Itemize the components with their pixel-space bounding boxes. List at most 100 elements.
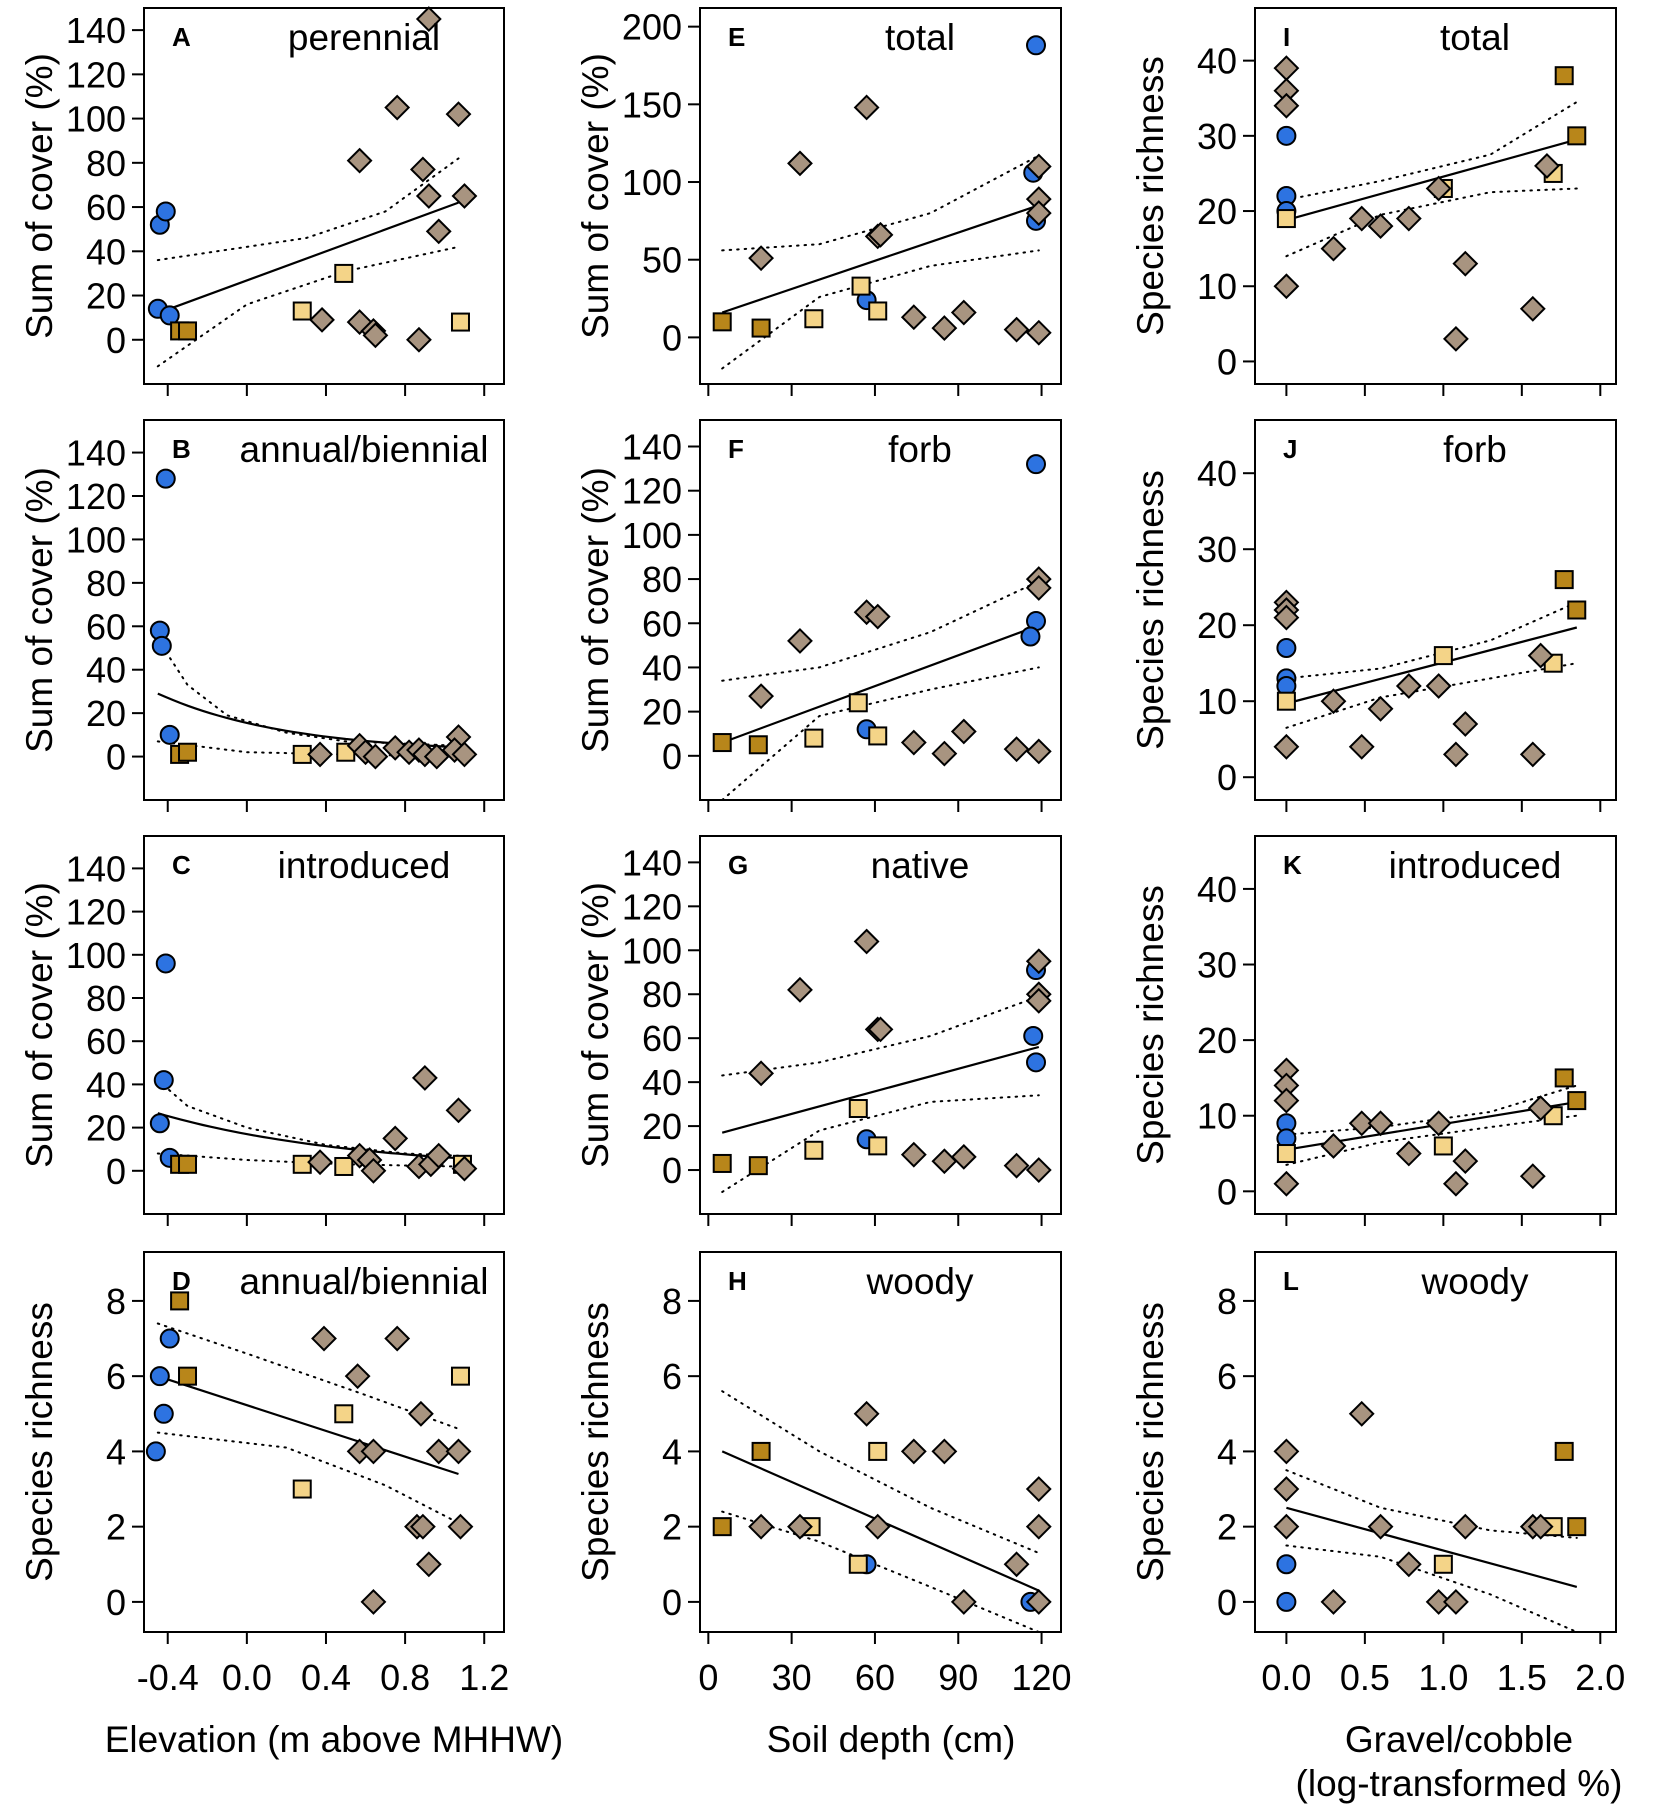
data-point-diamond: [1025, 948, 1052, 975]
data-point-diamond: [1425, 175, 1452, 202]
data-point-circle: [159, 1328, 180, 1349]
data-point-diamond: [787, 150, 813, 177]
y-tick-label: 6: [106, 1356, 126, 1397]
data-point-light-square: [450, 1366, 470, 1386]
data-point-diamond: [1025, 1513, 1052, 1540]
x-tick-label: 30: [772, 1657, 812, 1698]
data-point-diamond: [447, 1513, 474, 1540]
data-point-circle: [1276, 125, 1297, 146]
y-tick-label: 4: [106, 1431, 126, 1472]
panel-letter: H: [728, 1266, 747, 1296]
y-tick-label: 40: [86, 650, 126, 691]
data-point-diamond: [787, 1513, 813, 1540]
data-point-diamond: [1442, 325, 1469, 352]
data-point-diamond: [748, 1513, 775, 1540]
confidence-band-lower: [1285, 1544, 1578, 1633]
data-point-diamond: [1273, 1438, 1300, 1465]
data-point-diamond: [1367, 1110, 1394, 1137]
data-point-dark-square: [1567, 126, 1587, 146]
panel-title: total: [885, 17, 955, 58]
y-tick-label: 10: [1197, 266, 1237, 307]
x-axis-title-gravel-line1: Gravel/cobble: [1345, 1719, 1573, 1760]
data-point-diamond: [360, 1157, 387, 1184]
x-tick-label: 0.8: [380, 1657, 430, 1698]
data-point-circle: [1026, 35, 1047, 56]
data-point-diamond: [867, 221, 894, 248]
data-point-dark-square: [1567, 1091, 1587, 1111]
panel-frame: [1254, 1251, 1617, 1633]
data-point-diamond: [1395, 205, 1422, 232]
fit-line: [721, 204, 1040, 314]
data-point-dark-square: [1554, 1068, 1574, 1088]
data-point-diamond: [1320, 688, 1347, 715]
data-point-diamond: [1452, 711, 1479, 737]
data-point-diamond: [931, 315, 958, 341]
panel-frame: [699, 419, 1062, 801]
x-tick-label: 0.0: [1261, 1657, 1311, 1698]
y-tick-label: 120: [622, 886, 682, 927]
y-tick-label: 60: [86, 606, 126, 647]
data-point-dark-square: [170, 1291, 190, 1311]
data-point-diamond: [1025, 738, 1052, 765]
data-point-diamond: [344, 1363, 371, 1390]
data-point-light-square: [868, 1136, 888, 1156]
panel-d: 0 2 4 6 8 Species richness -0.4 0.0 0.4 0.8 1.2 D an…: [19, 1251, 509, 1698]
y-tick-label: 0: [106, 320, 126, 361]
data-point-diamond: [1003, 1551, 1030, 1578]
data-point-diamond: [1425, 1588, 1452, 1615]
panel-title: total: [1440, 17, 1510, 58]
data-point-diamond: [445, 101, 472, 128]
data-point-diamond: [309, 306, 335, 333]
panel-title: annual/biennial: [240, 429, 489, 470]
confidence-band-upper: [156, 157, 460, 262]
x-tick-label: 1.0: [1418, 1657, 1468, 1698]
x-tick-label: 0.0: [222, 1657, 272, 1698]
data-point-diamond: [1003, 316, 1030, 343]
y-tick-label: 8: [106, 1281, 126, 1322]
data-point-dark-square: [712, 733, 732, 753]
data-point-diamond: [1320, 1588, 1347, 1615]
data-point-diamond: [1273, 1170, 1300, 1197]
data-point-light-square: [334, 1156, 354, 1176]
data-point-diamond: [1442, 1170, 1469, 1197]
data-point-circle: [149, 1366, 170, 1387]
data-point-diamond: [1519, 741, 1546, 768]
data-point-diamond: [1534, 153, 1560, 179]
data-point-circle: [155, 201, 176, 222]
data-point-circle: [1276, 1554, 1297, 1575]
confidence-band-upper: [156, 1079, 460, 1157]
y-tick-label: 6: [662, 1356, 682, 1397]
data-point-light-square: [292, 1479, 312, 1499]
confidence-band-lower: [156, 1152, 460, 1168]
confidence-band-lower: [1285, 187, 1578, 258]
data-point-circle: [1026, 1052, 1047, 1073]
y-axis-title: Species richness: [1130, 470, 1171, 750]
data-point-light-square: [1276, 1144, 1296, 1164]
panel-title: woody: [866, 1261, 974, 1302]
panel-letter: E: [728, 22, 745, 52]
data-point-diamond: [900, 729, 927, 756]
y-axis-title: Species richness: [575, 1302, 616, 1582]
data-point-diamond: [900, 1438, 927, 1465]
data-point-diamond: [853, 928, 880, 955]
data-point-diamond: [1395, 1551, 1422, 1578]
data-point-diamond: [451, 183, 478, 209]
data-point-dark-square: [1567, 1517, 1587, 1537]
y-tick-label: 100: [622, 515, 682, 556]
confidence-band-lower: [156, 245, 460, 368]
data-point-diamond: [346, 147, 373, 174]
data-point-dark-square: [748, 735, 768, 755]
data-point-diamond: [1452, 1513, 1479, 1540]
data-point-diamond: [415, 1551, 442, 1578]
data-point-circle: [153, 1070, 174, 1091]
data-point-diamond: [307, 741, 333, 768]
panel-l: 0 2 4 6 8 Species richness 0.0 0.5 1.0 1.5 2.0 L woo…: [1130, 1251, 1625, 1698]
data-point-circle: [1276, 1591, 1297, 1612]
data-point-diamond: [425, 1142, 452, 1169]
data-point-diamond: [445, 1097, 472, 1124]
data-point-circle: [1023, 1025, 1044, 1046]
y-axis-title: Sum of cover (%): [575, 53, 616, 339]
